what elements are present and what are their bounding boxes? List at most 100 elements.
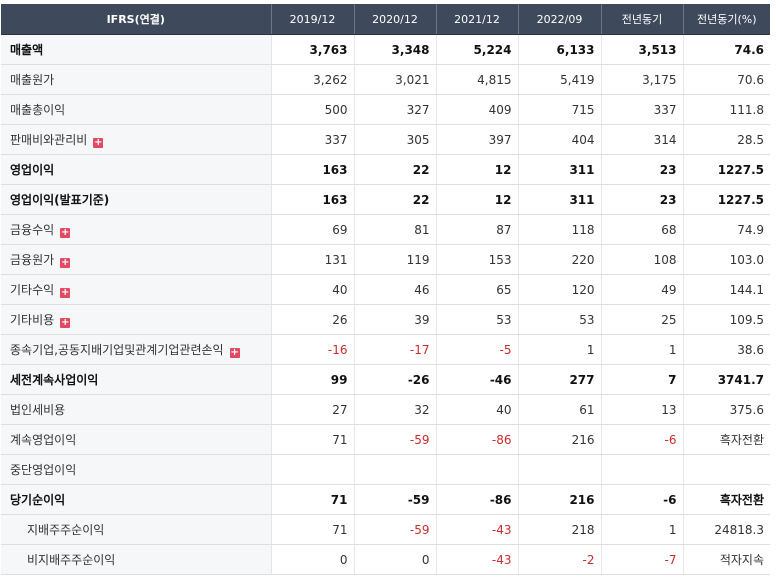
row-label: 영업이익(발표기준) — [10, 193, 110, 207]
value-cell: 흑자전환 — [683, 424, 770, 455]
plus-icon[interactable]: + — [60, 227, 71, 238]
value-cell: 53 — [436, 304, 519, 335]
row-label-cell: 당기순이익 — [1, 484, 272, 515]
value-cell: 715 — [518, 94, 602, 125]
value-cell: 277 — [518, 364, 602, 395]
row-label: 매출원가 — [10, 73, 55, 87]
row-label: 매출총이익 — [10, 103, 66, 117]
header-label: IFRS(연결) — [1, 4, 272, 35]
row-label: 비지배주주순이익 — [27, 553, 116, 567]
row-label-cell[interactable]: 금융수익 + — [1, 214, 272, 245]
value-cell: 65 — [436, 274, 519, 305]
value-cell: -43 — [436, 514, 519, 545]
value-cell: 6,133 — [518, 34, 602, 65]
row-label-cell: 세전계속사업이익 — [1, 364, 272, 395]
value-cell: 108 — [601, 244, 684, 275]
value-cell: 3,262 — [271, 64, 355, 95]
row-label-cell: 중단영업이익 — [1, 454, 272, 485]
value-cell: -7 — [601, 544, 684, 575]
row-label-cell[interactable]: 기타비용 + — [1, 304, 272, 335]
plus-icon[interactable]: + — [60, 257, 71, 268]
value-cell: 46 — [354, 274, 437, 305]
value-cell: 120 — [518, 274, 602, 305]
value-cell: 314 — [601, 124, 684, 155]
table-row-net-income: 당기순이익 71 -59 -86 216 -6 흑자전환 — [1, 484, 770, 515]
value-cell: 12 — [436, 184, 519, 215]
value-cell: 3,763 — [271, 34, 355, 65]
plus-icon[interactable]: + — [93, 137, 104, 148]
header-col-2020-12: 2020/12 — [354, 4, 437, 35]
value-cell: 0 — [271, 544, 355, 575]
value-cell: -2 — [518, 544, 602, 575]
value-cell: 118 — [518, 214, 602, 245]
row-label-cell[interactable]: 기타수익 + — [1, 274, 272, 305]
value-cell: 163 — [271, 154, 355, 185]
value-cell: 81 — [354, 214, 437, 245]
row-label-cell[interactable]: 금융원가 + — [1, 244, 272, 275]
value-cell — [354, 454, 437, 485]
header-col-2019-12: 2019/12 — [271, 4, 355, 35]
plus-icon[interactable]: + — [229, 347, 240, 358]
row-label: 기타비용 — [10, 313, 55, 327]
value-cell: 40 — [271, 274, 355, 305]
value-cell — [601, 454, 684, 485]
value-cell: 153 — [436, 244, 519, 275]
table-row-revenue: 매출액 3,763 3,348 5,224 6,133 3,513 74.6 — [1, 34, 770, 65]
value-cell: 311 — [518, 184, 602, 215]
value-cell: 218 — [518, 514, 602, 545]
row-label: 금융수익 — [10, 223, 55, 237]
plus-icon[interactable]: + — [60, 287, 71, 298]
value-cell — [271, 454, 355, 485]
row-label: 지배주주순이익 — [27, 523, 105, 537]
value-cell: 3741.7 — [683, 364, 770, 395]
row-label: 기타수익 — [10, 283, 55, 297]
table-row-income-tax: 법인세비용 27 32 40 61 13 375.6 — [1, 394, 770, 425]
table-row-cost-of-sales: 매출원가 3,262 3,021 4,815 5,419 3,175 70.6 — [1, 64, 770, 95]
value-cell: 3,348 — [354, 34, 437, 65]
value-cell: -46 — [436, 364, 519, 395]
row-label-cell: 법인세비용 — [1, 394, 272, 425]
plus-icon[interactable]: + — [60, 317, 71, 328]
value-cell: 53 — [518, 304, 602, 335]
value-cell: 28.5 — [683, 124, 770, 155]
value-cell: 71 — [271, 424, 355, 455]
value-cell: 109.5 — [683, 304, 770, 335]
header-col-prev-period-pct: 전년동기(%) — [683, 4, 770, 35]
row-label-cell: 매출원가 — [1, 64, 272, 95]
value-cell: 397 — [436, 124, 519, 155]
value-cell: 23 — [601, 154, 684, 185]
value-cell: 68 — [601, 214, 684, 245]
value-cell: 5,224 — [436, 34, 519, 65]
value-cell: 311 — [518, 154, 602, 185]
value-cell — [683, 454, 770, 485]
table-row-operating-income: 영업이익 163 22 12 311 23 1227.5 — [1, 154, 770, 185]
value-cell: 69 — [271, 214, 355, 245]
value-cell: 70.6 — [683, 64, 770, 95]
value-cell: 71 — [271, 484, 355, 515]
value-cell: 1 — [601, 334, 684, 365]
value-cell: 74.9 — [683, 214, 770, 245]
value-cell: 23 — [601, 184, 684, 215]
value-cell: 5,419 — [518, 64, 602, 95]
row-label-cell[interactable]: 판매비와관리비 + — [1, 124, 272, 155]
table-row-finance-cost: 금융원가 +131 119 153 220 108 103.0 — [1, 244, 770, 275]
row-label: 중단영업이익 — [10, 463, 77, 477]
table-row-equity-method-income: 종속기업,공동지배기업및관계기업관련손익 + -16 -17 -5 1 1 38.6 — [1, 334, 770, 365]
row-label: 세전계속사업이익 — [10, 373, 99, 387]
value-cell: 119 — [354, 244, 437, 275]
value-cell: 216 — [518, 424, 602, 455]
value-cell: 32 — [354, 394, 437, 425]
value-cell: 74.6 — [683, 34, 770, 65]
value-cell: -86 — [436, 424, 519, 455]
row-label: 종속기업,공동지배기업및관계기업관련손익 — [10, 343, 224, 357]
value-cell: 38.6 — [683, 334, 770, 365]
value-cell: 131 — [271, 244, 355, 275]
value-cell: -17 — [354, 334, 437, 365]
value-cell: 103.0 — [683, 244, 770, 275]
table-row-net-income-noncontrolling: 비지배주주순이익 0 0 -43 -2 -7 적자지속 — [1, 544, 770, 575]
value-cell: -16 — [271, 334, 355, 365]
row-label-cell[interactable]: 종속기업,공동지배기업및관계기업관련손익 + — [1, 334, 272, 365]
header-row: IFRS(연결) 2019/12 2020/12 2021/12 2022/09… — [1, 4, 770, 35]
row-label-cell: 영업이익 — [1, 154, 272, 185]
value-cell: -86 — [436, 484, 519, 515]
